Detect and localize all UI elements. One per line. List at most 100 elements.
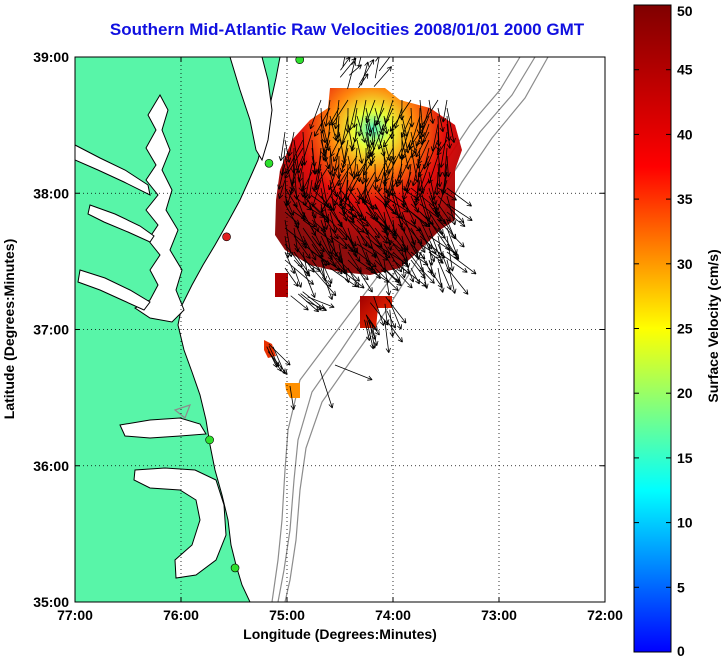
colorbar: [633, 4, 672, 653]
velocity-arrow: [347, 60, 357, 90]
velocity-arrow: [356, 147, 376, 177]
colorbar-tick-label: 30: [677, 256, 693, 272]
radar-station-marker: [264, 158, 274, 168]
james-river: [77, 269, 151, 311]
radar-station-marker: [222, 232, 231, 242]
y-axis-label: Latitude (Degrees:Minutes): [1, 239, 17, 419]
velocity-arrow: [356, 203, 367, 222]
velocity-arrow: [402, 179, 412, 201]
velocity-arrow: [320, 179, 340, 213]
lon-tick-label: 76:00: [163, 607, 199, 623]
velocity-arrow: [364, 319, 372, 341]
velocity-arrow: [388, 299, 402, 330]
velocity-arrow: [333, 99, 340, 130]
velocity-arrow: [370, 123, 385, 158]
velocity-arrow: [293, 219, 307, 249]
colorbar-tick-label: 35: [677, 191, 693, 207]
velocity-arrow: [437, 187, 457, 201]
hf-radar-stations: [205, 57, 305, 573]
velocity-arrow: [435, 179, 448, 216]
velocity-arrow: [329, 211, 338, 234]
velocity-arrow: [334, 364, 373, 381]
velocity-arrow: [330, 139, 340, 157]
velocity-arrow: [284, 155, 295, 191]
velocity-arrow: [431, 179, 439, 201]
velocity-arrow: [401, 251, 415, 283]
lon-tick-label: 72:00: [587, 607, 623, 623]
velocity-arrow: [383, 259, 392, 296]
velocity-arrow: [374, 259, 402, 287]
bathymetry-contours: [173, 57, 549, 602]
velocity-arrow: [439, 131, 448, 168]
colorbar-tick-label: 50: [677, 3, 693, 19]
potomac-river: [75, 144, 151, 196]
colorbar-tick-label: 20: [677, 385, 693, 401]
colorbar-tick-label: 45: [677, 62, 693, 78]
pamlico-sound: [133, 467, 227, 579]
velocity-arrow: [383, 243, 403, 273]
velocity-arrow: [377, 171, 385, 192]
velocity-arrow: [357, 99, 367, 137]
velocity-arrow: [357, 57, 362, 67]
velocity-arrow: [446, 259, 457, 294]
velocity-arrow: [382, 107, 394, 131]
velocity-arrow: [383, 219, 393, 251]
velocity-arrow: [338, 267, 365, 289]
velocity-arrow: [383, 139, 392, 162]
velocity-arrow: [371, 324, 379, 347]
velocity-arrow: [302, 291, 325, 310]
chesapeake-bay: [134, 93, 185, 323]
velocity-arrow: [437, 219, 465, 248]
velocity-arrow: [417, 155, 430, 178]
velocity-arrow: [437, 259, 452, 291]
colorbar-ticks: 0 5 10 15 20 25 30 35 40 45 50: [634, 3, 693, 659]
velocity-arrow: [396, 155, 412, 188]
velocity-arrow: [410, 267, 420, 285]
velocity-arrow: [320, 211, 339, 240]
velocity-arrow: [369, 302, 389, 326]
velocity-arrow: [328, 163, 340, 191]
velocity-arrow: [314, 107, 331, 137]
velocity-arrow: [446, 187, 472, 207]
lat-tick-label: 36:00: [33, 458, 69, 474]
velocity-arrow: [290, 295, 309, 311]
velocity-arrow: [411, 139, 421, 158]
velocity-arrow: [350, 131, 358, 152]
coverage-south-2: [285, 383, 300, 398]
velocity-arrow: [384, 147, 403, 182]
lon-tick-label: 74:00: [375, 607, 411, 623]
lat-tick-label: 39:00: [33, 49, 69, 65]
velocity-arrow: [441, 99, 448, 123]
velocity-arrow: [347, 267, 360, 288]
velocity-arrow: [309, 99, 322, 130]
velocity-arrow: [446, 123, 452, 149]
velocity-arrow: [446, 235, 455, 272]
velocity-arrow: [307, 179, 313, 200]
velocity-arrow: [353, 57, 356, 61]
velocity-arrow: [293, 235, 311, 260]
velocity-arrow: [362, 155, 376, 176]
velocity-arrow: [376, 147, 394, 183]
lat-tick-label: 37:00: [33, 322, 69, 338]
velocity-arrows: [266, 57, 477, 410]
velocity-arrow: [347, 187, 360, 205]
velocity-arrow: [374, 107, 385, 127]
velocity-arrow: [446, 211, 466, 227]
velocity-arrow: [401, 211, 416, 246]
velocity-arrow: [311, 211, 320, 233]
velocity-arrow: [362, 179, 376, 204]
coverage-south-1: [264, 340, 276, 358]
velocity-arrow: [374, 227, 388, 244]
velocity-arrow: [277, 179, 286, 199]
velocity-arrow: [415, 131, 430, 158]
velocity-arrow: [398, 123, 412, 159]
velocity-arrow: [417, 139, 430, 165]
velocity-arrow: [323, 99, 331, 127]
velocity-arrow: [287, 131, 295, 157]
velocity-arrow: [333, 171, 349, 207]
velocity-arrow: [356, 251, 377, 268]
radar-station-marker: [230, 563, 240, 573]
albemarle-sound: [119, 417, 207, 439]
velocity-arrow: [426, 139, 439, 166]
velocity-arrow: [446, 219, 456, 240]
